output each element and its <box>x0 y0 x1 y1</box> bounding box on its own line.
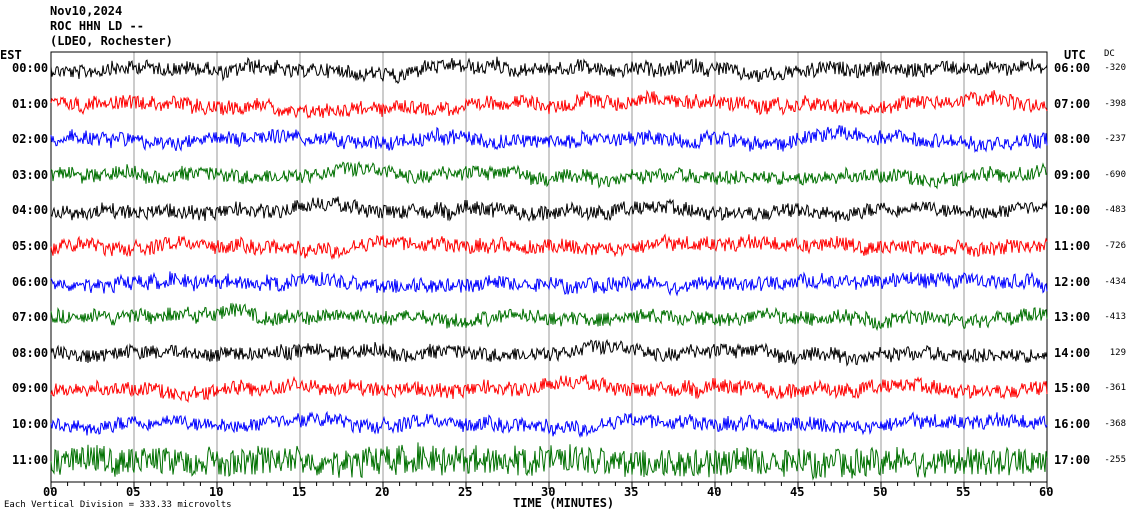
x-tick-label: 20 <box>375 485 390 499</box>
dc-offset-label: -237 <box>1104 134 1126 145</box>
x-tick-label: 55 <box>956 485 971 499</box>
est-hour-label: 05:00 <box>12 239 49 253</box>
date-label: Nov10,2024 <box>50 4 123 18</box>
utc-hour-label: 12:00 <box>1054 274 1091 289</box>
dc-offset-label: 129 <box>1109 347 1126 358</box>
x-tick-label: 00 <box>43 485 58 499</box>
x-tick-label: 35 <box>624 485 639 499</box>
x-tick-label: 10 <box>209 485 224 499</box>
est-hour-label: 02:00 <box>12 132 49 147</box>
trace-1000 <box>50 410 1048 439</box>
utc-hour-label: 09:00 <box>1054 167 1091 182</box>
dc-title: DC <box>1104 49 1115 59</box>
est-hour-label: 10:00 <box>12 417 49 431</box>
utc-hour-label: 15:00 <box>1054 381 1091 396</box>
est-hour-label: 11:00 <box>12 452 49 467</box>
trace-1100 <box>50 442 1048 481</box>
network-label: (LDEO, Rochester) <box>50 34 173 48</box>
x-tick-label: 50 <box>873 485 888 499</box>
dc-offset-label: -690 <box>1104 169 1126 180</box>
x-tick-label: 05 <box>126 485 141 499</box>
dc-offset-label: -255 <box>1104 454 1126 465</box>
x-tick-label: 30 <box>541 485 556 499</box>
utc-hour-label: 10:00 <box>1054 203 1091 218</box>
dc-offset-label: -368 <box>1104 419 1126 429</box>
utc-hour-label: 06:00 <box>1054 61 1091 75</box>
x-tick-label: 60 <box>1039 485 1054 499</box>
est-hour-label: 08:00 <box>12 345 49 360</box>
utc-hour-label: 17:00 <box>1054 452 1091 467</box>
est-hour-label: 06:00 <box>12 274 49 289</box>
dc-offset-label: -434 <box>1104 276 1126 287</box>
utc-axis-title: UTC <box>1064 48 1086 62</box>
trace-0800 <box>50 338 1048 367</box>
trace-0000 <box>50 56 1048 85</box>
est-hour-label: 01:00 <box>12 96 49 111</box>
est-hour-label: 09:00 <box>12 381 49 396</box>
trace-0400 <box>50 196 1048 222</box>
x-tick-label: 25 <box>458 485 473 499</box>
est-hour-label: 04:00 <box>12 203 49 218</box>
dc-offset-label: -413 <box>1104 312 1126 323</box>
trace-0500 <box>50 233 1048 261</box>
utc-hour-label: 13:00 <box>1054 310 1091 325</box>
est-hour-label: 03:00 <box>12 167 49 182</box>
trace-0200 <box>50 125 1048 153</box>
dc-offset-label: -320 <box>1104 63 1126 73</box>
utc-hour-label: 11:00 <box>1054 239 1091 253</box>
trace-0100 <box>50 89 1048 119</box>
est-hour-label: 00:00 <box>12 61 49 75</box>
dc-offset-label: -398 <box>1104 98 1126 109</box>
utc-hour-label: 08:00 <box>1054 132 1091 147</box>
trace-0700 <box>50 302 1048 332</box>
trace-0300 <box>50 160 1048 190</box>
trace-0900 <box>50 374 1048 403</box>
est-hour-label: 07:00 <box>12 310 49 325</box>
utc-hour-label: 16:00 <box>1054 417 1091 431</box>
x-axis-title: TIME (MINUTES) <box>513 496 615 510</box>
x-tick-label: 40 <box>707 485 722 499</box>
dc-offset-label: -726 <box>1104 241 1126 251</box>
est-axis-title: EST <box>0 48 22 62</box>
x-tick-label: 15 <box>292 485 307 499</box>
utc-hour-label: 14:00 <box>1054 345 1091 360</box>
x-tick-label: 45 <box>790 485 805 499</box>
trace-0600 <box>50 271 1048 297</box>
scale-note: Each Vertical Division = 333.33 microvol… <box>4 500 232 510</box>
dc-offset-label: -483 <box>1104 205 1126 216</box>
dc-offset-label: -361 <box>1104 383 1126 394</box>
station-label: ROC HHN LD -- <box>50 19 144 33</box>
utc-hour-label: 07:00 <box>1054 96 1091 111</box>
